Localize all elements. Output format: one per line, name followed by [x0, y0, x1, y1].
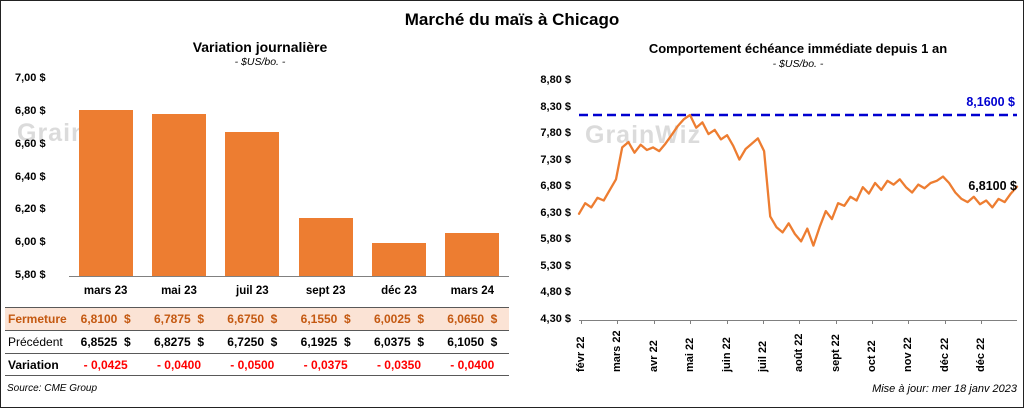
front-month-panel: Comportement échéance immédiate depuis 1…: [519, 41, 1021, 395]
price-value: - 0,0500: [230, 358, 275, 372]
line-y-tick-label: 8,30 $: [540, 100, 571, 113]
x-axis-tick: [944, 320, 946, 324]
line-x-tick-label: nov 22: [902, 337, 915, 372]
bar-chart-title: Variation journalière: [192, 39, 328, 55]
line-y-tick-label: 7,30 $: [540, 153, 571, 166]
bar-category-label: mars 23: [83, 285, 128, 297]
x-axis-tick: [617, 320, 619, 324]
price-value: 6,8525 $: [80, 335, 131, 349]
bar-category-label: déc 23: [381, 285, 417, 297]
price-table: Fermeture 6,8100 $ 6,7875 $ 6,6750 $ 6,1550 …: [5, 307, 515, 376]
bar: [372, 242, 426, 276]
line-x-tick-label: févr 22: [575, 336, 587, 372]
line-y-tick-label: 4,30 $: [540, 313, 571, 325]
price-value: 6,1550 $: [300, 312, 351, 326]
line-chart: GrainWiz 8,1600 $ 6,8100 $ 8,80 $ 8,30 $ 7…: [519, 73, 1021, 379]
line-y-tick-label: 6,30 $: [540, 206, 571, 219]
bar: [78, 110, 133, 276]
page-title: Marché du maïs à Chicago: [404, 10, 620, 29]
price-table-row: Variation - 0,0425 - 0,0400 - 0,0500 - 0,037…: [5, 353, 509, 376]
price-value: 6,8275 $: [153, 335, 205, 349]
price-value: 6,0650 $: [447, 312, 498, 326]
bar: [298, 217, 353, 276]
price-table-row: Fermeture 6,8100 $ 6,7875 $ 6,6750 $ 6,1550 …: [5, 307, 509, 330]
line-y-tick-label: 5,80 $: [540, 233, 571, 246]
line-chart-plot-area: 8,1600 $ 6,8100 $: [577, 81, 1019, 324]
x-axis-tick: [581, 320, 582, 324]
source-note: Source: CME Group: [7, 383, 98, 394]
price-row-label: Variation: [8, 358, 59, 372]
line-x-tick-label: mars 22: [611, 330, 624, 372]
grainwiz-watermark: GrainWiz: [585, 121, 702, 149]
x-axis-tick: [871, 320, 873, 324]
bar-y-tick-label: 6,20 $: [15, 203, 46, 216]
line-x-tick-label: déc 22: [975, 337, 987, 372]
x-axis-tick: [981, 320, 982, 324]
price-row-label: Précédent: [8, 335, 63, 349]
line-x-tick-label: août 22: [793, 333, 806, 372]
price-value: 6,7875 $: [153, 312, 205, 326]
x-axis-tick: [653, 320, 655, 324]
line-y-tick-label: 5,30 $: [540, 259, 571, 272]
line-x-tick-label: sept 22: [829, 334, 842, 372]
bar-y-tick-label: 6,80 $: [15, 104, 46, 117]
last-price-label: 6,8100 $: [968, 178, 1017, 193]
price-value: 6,8100 $: [80, 312, 131, 326]
yearly-high-label: 8,1600 $: [966, 95, 1015, 109]
daily-variation-panel: Variation journalière - $US/bo. - GrainW…: [5, 39, 515, 394]
price-line-svg: [577, 113, 1019, 247]
line-chart-title: Comportement échéance immédiate depuis 1…: [648, 41, 948, 56]
bar: [445, 232, 500, 276]
line-x-tick-label: oct 22: [865, 340, 878, 372]
bar-category-label: sept 23: [305, 285, 346, 297]
bar-category-label: mars 24: [450, 285, 495, 297]
x-axis-tick: [762, 320, 764, 324]
updated-note: Mise à jour: mer 18 janv 2023: [872, 383, 1017, 395]
price-value: 6,7250 $: [227, 335, 278, 349]
line-x-tick-label: juil 22: [756, 340, 769, 372]
bar-y-tick-label: 7,00 $: [15, 72, 46, 84]
line-y-tick-label: 4,80 $: [540, 286, 571, 299]
price-value: 6,6750 $: [227, 312, 278, 326]
bar-chart: GrainWiz 7,00 $6,80 $6,60 $6,40 $6,20 $6…: [5, 72, 515, 283]
bar: [152, 113, 206, 276]
bar-category-axis: mars 23 mai 23 juil 23 sept 23 déc 23 mars 24: [5, 285, 509, 305]
price-table-row: Précédent 6,8525 $ 6,8275 $ 6,7250 $ 6,1925 …: [5, 330, 509, 353]
bar-y-tick-label: 6,40 $: [15, 170, 46, 183]
x-axis-tick: [690, 320, 692, 324]
line-y-tick-label: 8,80 $: [540, 74, 571, 86]
price-value: - 0,0350: [376, 358, 422, 372]
price-value: - 0,0425: [83, 358, 128, 372]
price-value: 6,1925 $: [300, 335, 351, 349]
bar-category-label: juil 23: [236, 285, 269, 297]
bar-chart-plot-area: [69, 79, 509, 277]
line-x-tick-label: mai 22: [684, 337, 697, 372]
price-value: - 0,0375: [303, 358, 348, 372]
line-x-tick-label: juin 22: [720, 337, 733, 372]
x-axis-tick: [799, 320, 801, 324]
bar: [225, 132, 280, 276]
line-x-tick-label: déc 22: [938, 337, 951, 372]
price-value: 6,0025 $: [373, 312, 425, 326]
bar-y-tick-label: 5,80 $: [15, 269, 46, 281]
price-value: - 0,0400: [450, 358, 495, 372]
line-chart-subtitle: - $US/bo. -: [772, 58, 824, 70]
line-x-tick-label: avr 22: [647, 340, 660, 372]
price-value: 6,1050 $: [447, 335, 498, 349]
line-y-tick-label: 6,80 $: [540, 180, 571, 193]
price-row-label: Fermeture: [8, 312, 67, 326]
bar-y-tick-label: 6,00 $: [15, 236, 46, 249]
axis-corner-spacer: [5, 285, 69, 305]
line-y-tick-label: 7,80 $: [540, 127, 571, 140]
bar-category-label: mai 23: [161, 285, 197, 297]
x-axis-tick: [908, 320, 910, 324]
price-value: 6,0375 $: [373, 335, 425, 349]
bar-y-tick-label: 6,60 $: [15, 137, 46, 150]
price-value: - 0,0400: [156, 358, 202, 372]
bar-chart-subtitle: - $US/bo. -: [234, 56, 286, 68]
x-axis-tick: [835, 320, 837, 324]
x-axis-tick: [726, 320, 728, 324]
